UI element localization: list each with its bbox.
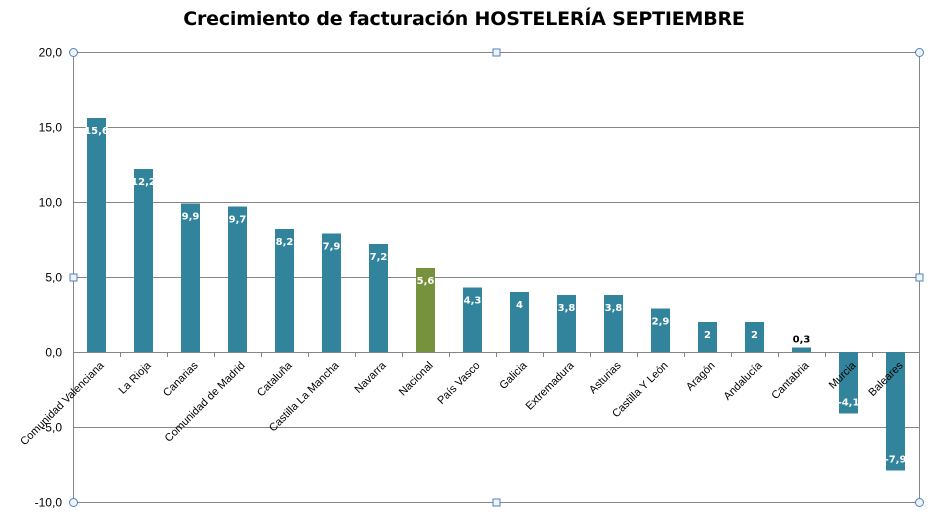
y-tick-label: 10,0	[39, 196, 63, 210]
bar[interactable]	[839, 352, 858, 414]
side-resize-handle[interactable]	[915, 273, 924, 282]
chart-title: Crecimiento de facturación HOSTELERÍA SE…	[183, 8, 745, 30]
data-label: 0,3	[793, 335, 811, 346]
category-label: Cataluña	[255, 359, 295, 399]
category-label: Aragón	[684, 360, 718, 394]
category-label: Navarra	[352, 359, 389, 396]
category-label: Extremadura	[524, 359, 578, 413]
y-tick-label: 20,0	[39, 46, 63, 60]
y-tick-label: 15,0	[39, 121, 63, 135]
data-label: 8,2	[276, 237, 294, 248]
data-labels: 15,6 12,2 9,9 9,7 8,2 7,9 7,2 5,6 4,3 4 3,8 3,8 2,9 2…	[84, 126, 906, 466]
bar[interactable]	[322, 233, 341, 353]
data-label: 5,6	[417, 276, 435, 287]
category-label: La Rioja	[117, 359, 155, 397]
data-label: 2,9	[652, 317, 670, 328]
side-resize-handle[interactable]	[69, 273, 78, 282]
corner-resize-handle[interactable]	[69, 48, 78, 57]
y-tick-label: -10,0	[35, 496, 63, 510]
data-label: 7,2	[370, 252, 388, 263]
bar[interactable]	[134, 169, 153, 352]
corner-resize-handle[interactable]	[915, 48, 924, 57]
corner-resize-handle[interactable]	[69, 498, 78, 507]
corner-resize-handle[interactable]	[915, 498, 924, 507]
bar[interactable]	[416, 268, 435, 352]
category-label: Comunidad de Madrid	[163, 360, 248, 445]
selection-handles[interactable]	[69, 48, 924, 507]
bar[interactable]	[228, 206, 247, 353]
bar[interactable]	[651, 308, 670, 353]
data-label: 12,2	[131, 177, 156, 188]
data-label: 3,8	[605, 303, 623, 314]
data-label: 3,8	[558, 303, 576, 314]
data-label: 4	[516, 300, 523, 311]
bar[interactable]	[698, 322, 717, 352]
data-label: 9,7	[229, 215, 247, 226]
side-resize-handle[interactable]	[492, 48, 501, 57]
category-label: Nacional	[397, 360, 436, 399]
data-label: 15,6	[84, 126, 109, 137]
bar[interactable]	[510, 292, 529, 352]
category-label: Canarias	[161, 359, 201, 399]
bar[interactable]	[463, 287, 482, 353]
data-label: 7,9	[323, 242, 341, 253]
bar[interactable]	[792, 347, 811, 353]
y-tick-label: 5,0	[45, 271, 62, 285]
bar[interactable]	[87, 118, 106, 352]
side-resize-handle[interactable]	[492, 498, 501, 507]
y-tick-label: 0,0	[45, 346, 62, 360]
bar[interactable]	[557, 295, 576, 352]
bar[interactable]	[369, 244, 388, 352]
bar[interactable]	[745, 322, 764, 352]
bar[interactable]	[604, 295, 623, 352]
category-label: Andalucía	[722, 359, 766, 403]
data-label: 9,9	[182, 212, 200, 223]
category-label: Galicia	[497, 359, 530, 392]
data-label: 4,3	[464, 296, 482, 307]
category-label: País Vasco	[435, 360, 482, 407]
data-label: -7,9	[885, 455, 907, 466]
data-label: 2	[751, 330, 758, 341]
bars	[87, 118, 905, 471]
data-label: -4,1	[838, 398, 860, 409]
category-label: Asturias	[587, 359, 624, 396]
bar[interactable]	[181, 203, 200, 353]
y-tick-label: -5,0	[41, 421, 62, 435]
category-label: Cantabria	[769, 359, 812, 402]
data-label: 2	[704, 330, 711, 341]
category-label: Comunidad Valenciana	[18, 359, 107, 448]
bar[interactable]	[886, 352, 905, 471]
bar[interactable]	[275, 229, 294, 352]
